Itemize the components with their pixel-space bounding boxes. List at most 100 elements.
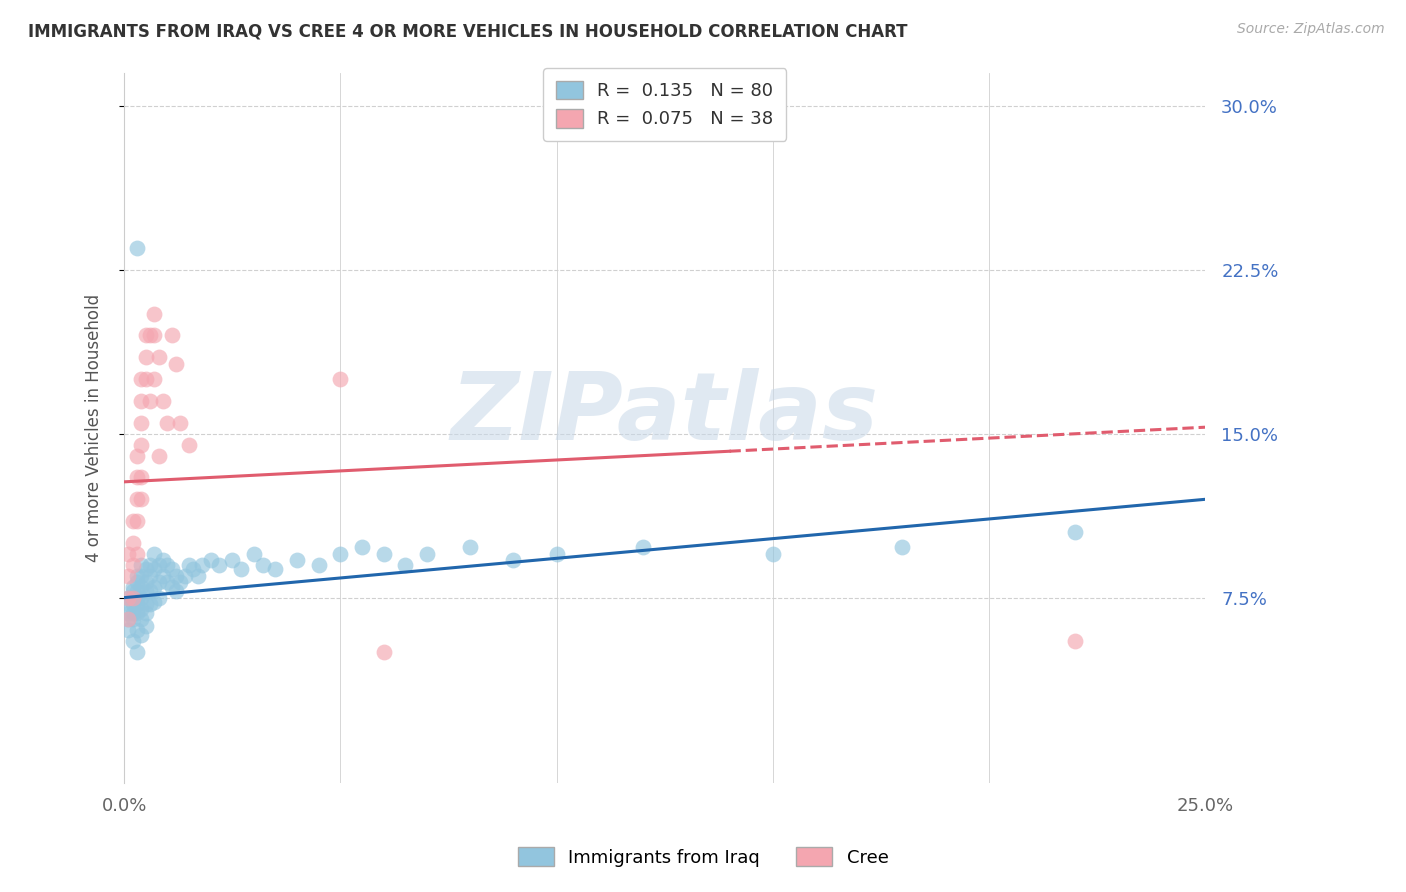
Point (152, 569, 174, 583)
Point (229, 562, 252, 576)
Point (117, 591, 139, 605)
Point (117, 624, 139, 638)
Text: Source: ZipAtlas.com: Source: ZipAtlas.com (1237, 22, 1385, 37)
Point (127, 584, 149, 599)
Point (117, 612, 139, 626)
Point (127, 606, 149, 620)
Point (308, 558, 330, 572)
Point (243, 547, 266, 561)
Point (121, 606, 143, 620)
Text: IMMIGRANTS FROM IRAQ VS CREE 4 OR MORE VEHICLES IN HOUSEHOLD CORRELATION CHART: IMMIGRANTS FROM IRAQ VS CREE 4 OR MORE V… (28, 22, 908, 40)
Point (117, 547, 139, 561)
Point (143, 562, 166, 576)
Point (152, 553, 174, 567)
Point (373, 645, 395, 659)
Point (252, 558, 274, 572)
Point (131, 372, 153, 386)
Point (121, 558, 143, 572)
Point (135, 328, 157, 343)
Point (546, 547, 568, 561)
Point (121, 591, 143, 605)
Point (139, 584, 162, 599)
Point (121, 514, 143, 528)
Point (117, 569, 139, 583)
Point (127, 575, 149, 590)
Point (169, 575, 191, 590)
Point (160, 328, 183, 343)
Legend: R =  0.135   N = 80, R =  0.075   N = 38: R = 0.135 N = 80, R = 0.075 N = 38 (543, 68, 786, 141)
Point (131, 416, 153, 430)
Point (165, 569, 187, 583)
Point (143, 547, 166, 561)
Y-axis label: 4 or more Vehicles in Household: 4 or more Vehicles in Household (86, 294, 103, 562)
Point (143, 372, 166, 386)
Point (181, 562, 204, 576)
Point (200, 553, 222, 567)
Text: ZIPatlas: ZIPatlas (450, 368, 879, 460)
Point (135, 619, 157, 633)
Point (131, 470, 153, 484)
Point (131, 569, 153, 583)
Point (143, 595, 166, 609)
Point (121, 584, 143, 599)
Point (117, 612, 139, 626)
Point (208, 558, 231, 572)
Point (148, 449, 170, 463)
Point (156, 416, 179, 430)
Point (127, 470, 149, 484)
Point (117, 597, 139, 611)
Point (329, 372, 352, 386)
Point (152, 394, 174, 409)
Point (117, 591, 139, 605)
Point (121, 536, 143, 550)
Point (416, 547, 439, 561)
Point (135, 597, 157, 611)
Point (131, 438, 153, 452)
Point (135, 372, 157, 386)
Point (131, 394, 153, 409)
Point (131, 558, 153, 572)
Point (156, 558, 179, 572)
Point (127, 624, 149, 638)
Point (121, 597, 143, 611)
Point (143, 328, 166, 343)
Point (264, 562, 287, 576)
Point (373, 547, 395, 561)
Point (131, 492, 153, 507)
Point (187, 569, 209, 583)
Point (131, 601, 153, 615)
Point (160, 562, 183, 576)
Point (148, 351, 170, 365)
Point (1064, 525, 1087, 540)
Point (121, 634, 143, 648)
Point (139, 328, 162, 343)
Point (139, 394, 162, 409)
Point (143, 580, 166, 594)
Point (131, 580, 153, 594)
Point (127, 514, 149, 528)
Point (631, 541, 654, 555)
Point (135, 584, 157, 599)
Point (117, 606, 139, 620)
Point (160, 580, 183, 594)
Point (127, 645, 149, 659)
Point (127, 591, 149, 605)
Point (127, 597, 149, 611)
Point (394, 558, 416, 572)
Point (156, 575, 179, 590)
Point (135, 351, 157, 365)
Point (121, 591, 143, 605)
Point (139, 597, 162, 611)
Point (502, 553, 524, 567)
Point (135, 575, 157, 590)
Point (350, 541, 373, 555)
Point (169, 416, 191, 430)
Point (131, 591, 153, 605)
Point (165, 584, 187, 599)
Point (139, 558, 162, 572)
Point (131, 628, 153, 642)
Point (127, 449, 149, 463)
Point (131, 612, 153, 626)
Point (1064, 634, 1087, 648)
Legend: Immigrants from Iraq, Cree: Immigrants from Iraq, Cree (510, 840, 896, 874)
